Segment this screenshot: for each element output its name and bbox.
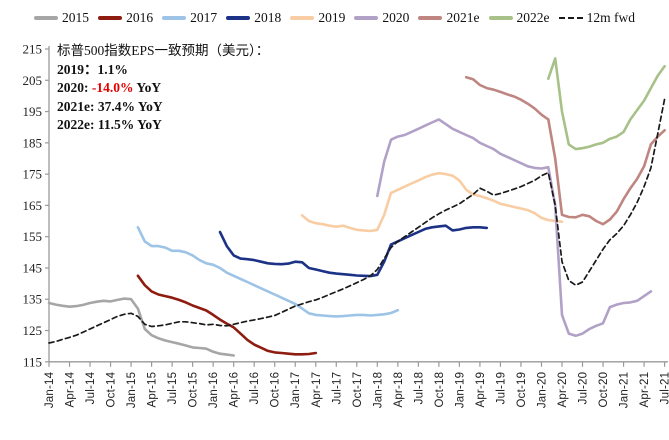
x-tick-label: Jan-16: [208, 372, 220, 408]
y-tick-label: 175: [23, 167, 43, 182]
series-line-2016: [136, 274, 318, 356]
y-tick-label: 145: [23, 260, 43, 275]
series-line-2017: [136, 226, 400, 318]
y-tick-label: 185: [23, 135, 43, 150]
legend-label: 2019: [318, 10, 346, 25]
x-tick-label: Jul-20: [578, 372, 590, 405]
x-tick-label: Jan-19: [454, 372, 466, 408]
legend-item-2020: 2020: [354, 10, 409, 26]
annotation-2019: 2019：1.1%: [57, 61, 128, 77]
y-tick-label: 195: [23, 104, 43, 119]
legend-label: 2018: [254, 10, 282, 25]
x-tick-label: Jan-20: [536, 372, 548, 408]
x-tick-label: Oct-19: [516, 372, 528, 408]
x-tick-label: Apr-18: [393, 372, 405, 408]
x-tick-label: Jul-18: [413, 372, 425, 405]
legend-item-2021e: 2021e: [418, 10, 479, 26]
legend-marker: [226, 16, 251, 20]
legend-item-12m-fwd: 12m fwd: [558, 10, 635, 26]
legend-marker: [354, 16, 379, 20]
legend-label: 2020: [382, 10, 410, 25]
legend-label: 12m fwd: [586, 10, 635, 25]
x-tick-label: Apr-17: [311, 372, 323, 408]
x-tick-label: Jan-18: [372, 372, 384, 408]
y-tick-label: 135: [23, 292, 43, 307]
annotation-2020: 2020: -14.0% YoY: [57, 79, 269, 98]
legend-marker: [558, 17, 583, 19]
x-tick-label: Apr-15: [147, 372, 159, 408]
y-tick-label: 205: [23, 73, 43, 88]
x-tick-label: Oct-16: [270, 372, 282, 408]
legend-label: 2017: [190, 10, 218, 25]
legend-marker: [418, 16, 443, 20]
annotation-2022: 2022e: 11.5% YoY: [57, 117, 162, 132]
legend-marker: [98, 16, 123, 20]
x-tick-label: Jan-15: [126, 372, 138, 408]
series-line-12m-fwd: [48, 98, 666, 344]
series-line-2015: [47, 297, 235, 357]
x-tick-label: Jan-17: [290, 372, 302, 408]
annotation-title: 标普500指数EPS一致预期（美元）：: [57, 43, 270, 58]
legend-label: 2016: [126, 10, 154, 25]
x-tick-label: Apr-14: [65, 371, 77, 407]
series-line-2020: [375, 118, 653, 338]
x-tick-label: Jul-15: [167, 372, 179, 405]
annotation-2020-prefix: 2020:: [57, 80, 92, 95]
x-tick-label: Oct-14: [106, 371, 118, 407]
x-tick-label: Oct-15: [188, 372, 200, 408]
x-tick-label: Jan-14: [44, 371, 56, 408]
x-tick-label: Jul-19: [495, 372, 507, 405]
x-tick-label: Apr-16: [229, 372, 241, 408]
legend-item-2022e: 2022e: [488, 10, 550, 26]
legend-label: 2022e: [516, 10, 550, 25]
series-line-2018: [218, 224, 489, 278]
series-line-2019: [300, 171, 564, 233]
series-line-2021e: [464, 75, 666, 226]
x-tick-label: Jul-17: [331, 372, 343, 405]
y-tick-label: 165: [23, 198, 43, 213]
legend-item-2015: 2015: [34, 10, 89, 26]
annotation-2020-suffix: YoY: [133, 80, 162, 95]
y-tick-label: 155: [23, 229, 43, 244]
annotation-2020-value: -14.0%: [91, 80, 134, 95]
annotation-2021: 2021e: 37.4% YoY: [57, 98, 163, 114]
legend-marker: [290, 16, 315, 20]
chart-legend: 2015 2016 2017 2018 2019 2020 2021e 2022e 12m fw…: [0, 7, 669, 29]
x-tick-label: Jul-14: [85, 371, 97, 404]
y-tick-label: 125: [23, 323, 43, 338]
chart-annotation: 标普500指数EPS一致预期（美元）： 2019：1.1% 2020: -14.…: [57, 42, 269, 135]
x-tick-label: Jan-21: [619, 372, 631, 408]
legend-label: 2021e: [446, 10, 480, 25]
legend-marker: [34, 16, 58, 20]
x-tick-label: Apr-21: [639, 372, 651, 408]
x-tick-label: Apr-19: [475, 372, 487, 408]
legend-label: 2015: [62, 10, 89, 25]
legend-marker: [162, 16, 187, 20]
y-tick-label: 215: [23, 42, 43, 57]
x-tick-label: Oct-20: [598, 372, 610, 408]
legend-item-2018: 2018: [226, 10, 281, 26]
legend-item-2019: 2019: [290, 10, 345, 26]
x-tick-label: Jul-21: [660, 372, 669, 405]
y-tick-label: 115: [23, 354, 42, 369]
legend-marker: [488, 16, 513, 20]
x-tick-label: Oct-17: [352, 372, 364, 408]
series-line-2022e: [546, 57, 666, 151]
x-tick-label: Oct-18: [434, 372, 446, 408]
legend-item-2016: 2016: [98, 10, 153, 26]
x-tick-label: Apr-20: [557, 372, 569, 408]
x-tick-label: Jul-16: [249, 372, 261, 405]
legend-item-2017: 2017: [162, 10, 217, 26]
